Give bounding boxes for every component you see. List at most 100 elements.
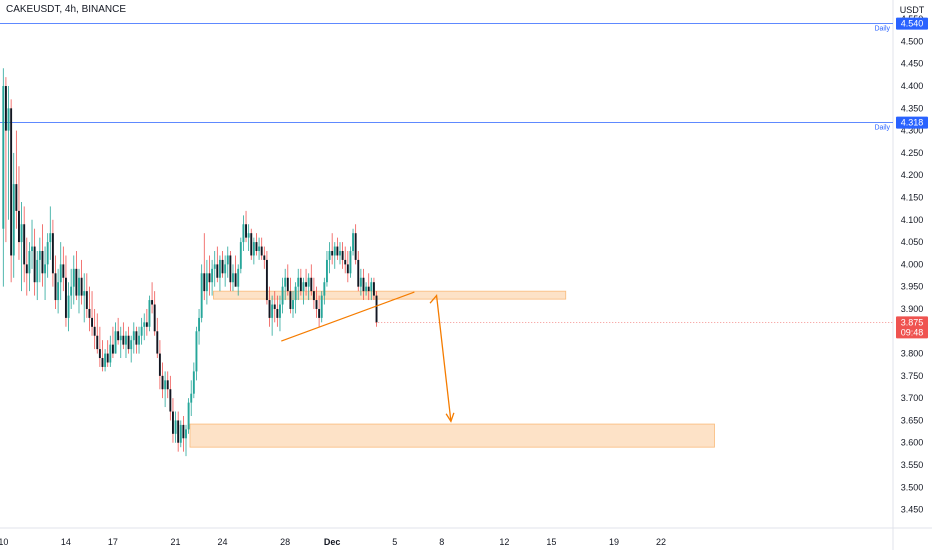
support-zone[interactable] — [189, 423, 715, 448]
candle-body — [286, 277, 289, 292]
price-tick-label: 4.150 — [901, 193, 924, 203]
candle-body — [289, 291, 292, 309]
price-tick-label: 3.650 — [901, 415, 924, 425]
time-tick-label: 21 — [171, 537, 181, 547]
candle-body — [72, 268, 75, 287]
candle-body — [106, 353, 109, 363]
candle-body — [101, 358, 104, 367]
candle-body — [362, 277, 365, 292]
time-tick-label: 14 — [61, 537, 71, 547]
candle-body — [10, 108, 13, 256]
time-tick-label: 24 — [218, 537, 228, 547]
candle-body — [164, 380, 167, 390]
level-tag: Daily — [874, 125, 890, 132]
candle-body — [325, 259, 328, 283]
trendline[interactable] — [281, 291, 415, 342]
price-tick-label: 4.500 — [901, 36, 924, 46]
candle-body — [169, 389, 172, 412]
price-tick-label: 4.000 — [901, 259, 924, 269]
candle-body — [245, 224, 247, 238]
price-tick-label: 4.250 — [901, 148, 924, 158]
candle-body — [83, 291, 86, 296]
candle-body — [352, 233, 354, 252]
candle-body — [265, 259, 268, 301]
candle-body — [242, 224, 245, 243]
candle-body — [297, 277, 300, 287]
candle-body — [54, 273, 57, 301]
candle-body — [117, 331, 120, 341]
price-tick-label: 4.450 — [901, 59, 924, 69]
candle-body — [59, 264, 62, 283]
candle-body — [239, 242, 242, 269]
candle-body — [158, 353, 161, 376]
time-tick-label: 8 — [439, 537, 444, 547]
candle-body — [122, 335, 125, 345]
candle-body — [31, 246, 33, 252]
candle-body — [339, 251, 341, 256]
candle-body — [125, 335, 127, 345]
price-tick-label: 3.950 — [901, 282, 924, 292]
candle-body — [312, 291, 315, 301]
candle-body — [192, 371, 195, 394]
candle-body — [28, 251, 31, 274]
candle-body — [284, 277, 287, 287]
candle-body — [232, 273, 234, 283]
candle-body — [281, 286, 284, 305]
candle-body — [172, 411, 174, 434]
candle-body — [182, 424, 185, 439]
bar-countdown-label: 09:48 — [901, 327, 924, 337]
candle-body — [98, 349, 101, 359]
price-tick-label: 3.700 — [901, 393, 924, 403]
time-tick-label: 12 — [499, 537, 509, 547]
candle-body — [195, 331, 198, 372]
candle-body — [359, 277, 362, 287]
price-tick-label: 4.050 — [901, 237, 924, 247]
candle-body — [271, 304, 274, 318]
candle-body — [151, 300, 154, 305]
candle-body — [187, 402, 190, 430]
candle-body — [276, 308, 279, 318]
candle-body — [318, 308, 321, 318]
candle-body — [161, 375, 164, 390]
time-tick-label: 10 — [0, 537, 8, 547]
projection-arrow[interactable] — [429, 294, 452, 422]
candle-body — [41, 251, 44, 274]
current-price-label: 3.875 — [901, 317, 924, 327]
price-tick-label: 3.900 — [901, 304, 924, 314]
candle-body — [38, 251, 41, 260]
candle-body — [255, 242, 258, 252]
candle-body — [96, 335, 99, 350]
candle-body — [310, 277, 313, 292]
current-price-badge — [896, 316, 928, 339]
candle-body — [349, 251, 352, 274]
candle-body — [2, 86, 5, 229]
price-tick-label: 4.400 — [901, 81, 924, 91]
candle-body — [36, 259, 39, 283]
resistance-zone[interactable] — [213, 290, 567, 300]
price-tick-label: 3.500 — [901, 482, 924, 492]
candle-body — [177, 420, 180, 443]
candle-body — [333, 246, 336, 256]
candle-body — [75, 268, 78, 296]
candle-body — [213, 264, 216, 269]
candle-body — [57, 282, 60, 301]
price-tick-label: 3.550 — [901, 460, 924, 470]
candle-body — [153, 304, 156, 332]
candle-body — [64, 277, 67, 318]
candle-body — [140, 326, 143, 336]
candle-body — [119, 335, 122, 341]
candle-body — [91, 317, 93, 327]
candle-body — [156, 331, 159, 354]
candle-body — [4, 86, 7, 131]
time-tick-label: 19 — [609, 537, 619, 547]
candle-body — [307, 277, 310, 287]
candle-body — [104, 353, 107, 367]
candle-body — [44, 264, 47, 274]
candle-body — [367, 286, 370, 292]
candle-body — [229, 255, 232, 283]
price-tick-label: 4.100 — [901, 215, 924, 225]
level-price-tag — [896, 17, 928, 30]
candle-body — [315, 300, 318, 309]
